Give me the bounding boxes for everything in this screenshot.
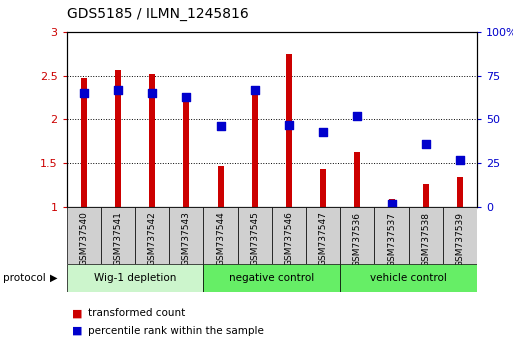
Bar xyxy=(443,207,477,264)
Bar xyxy=(101,207,135,264)
Text: transformed count: transformed count xyxy=(88,308,186,318)
Text: ■: ■ xyxy=(72,308,82,318)
Point xyxy=(319,129,327,135)
Bar xyxy=(81,78,87,207)
Bar xyxy=(423,184,429,207)
Bar xyxy=(409,207,443,264)
Bar xyxy=(320,169,326,207)
Bar xyxy=(354,152,361,207)
Bar xyxy=(67,207,101,264)
Bar xyxy=(169,207,204,264)
Text: GSM737536: GSM737536 xyxy=(353,212,362,267)
Point xyxy=(80,90,88,96)
Bar xyxy=(218,166,224,207)
Text: Wig-1 depletion: Wig-1 depletion xyxy=(94,273,176,283)
Point xyxy=(216,124,225,129)
Point xyxy=(251,87,259,92)
Bar xyxy=(374,207,409,264)
Bar xyxy=(149,74,155,207)
Point xyxy=(114,87,122,92)
Bar xyxy=(306,207,340,264)
Bar xyxy=(388,199,394,207)
Text: GSM737545: GSM737545 xyxy=(250,212,259,267)
Bar xyxy=(340,207,374,264)
Point xyxy=(353,113,362,119)
Text: GSM737541: GSM737541 xyxy=(113,212,123,267)
Point xyxy=(422,141,430,147)
Text: protocol: protocol xyxy=(3,273,45,283)
Text: GSM737543: GSM737543 xyxy=(182,212,191,267)
Bar xyxy=(183,98,189,207)
Text: percentile rank within the sample: percentile rank within the sample xyxy=(88,326,264,336)
Point xyxy=(148,90,156,96)
Point xyxy=(387,201,396,206)
Bar xyxy=(135,207,169,264)
Text: GSM737540: GSM737540 xyxy=(80,212,88,267)
Bar xyxy=(252,95,258,207)
Text: GSM737537: GSM737537 xyxy=(387,212,396,267)
Bar xyxy=(340,264,477,292)
Point xyxy=(182,94,190,99)
Text: negative control: negative control xyxy=(229,273,314,283)
Text: GSM737538: GSM737538 xyxy=(421,212,430,267)
Bar xyxy=(115,70,121,207)
Point xyxy=(456,157,464,162)
Bar xyxy=(238,207,272,264)
Text: vehicle control: vehicle control xyxy=(370,273,447,283)
Text: ■: ■ xyxy=(72,326,82,336)
Text: GSM737542: GSM737542 xyxy=(148,212,156,266)
Point xyxy=(285,122,293,127)
Text: GSM737544: GSM737544 xyxy=(216,212,225,266)
Text: GSM737546: GSM737546 xyxy=(285,212,293,267)
Bar xyxy=(204,264,340,292)
Bar xyxy=(204,207,238,264)
Bar xyxy=(286,54,292,207)
Bar xyxy=(67,264,204,292)
Text: GSM737539: GSM737539 xyxy=(456,212,464,267)
Text: GSM737547: GSM737547 xyxy=(319,212,328,267)
Bar xyxy=(457,177,463,207)
Text: ▶: ▶ xyxy=(50,273,58,283)
Text: GDS5185 / ILMN_1245816: GDS5185 / ILMN_1245816 xyxy=(67,7,248,21)
Bar xyxy=(272,207,306,264)
